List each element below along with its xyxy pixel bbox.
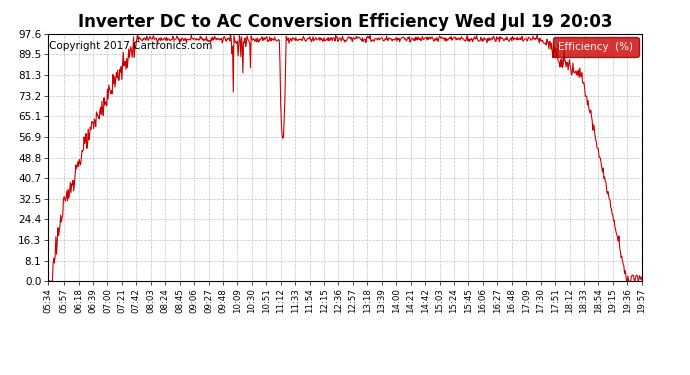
Title: Inverter DC to AC Conversion Efficiency Wed Jul 19 20:03: Inverter DC to AC Conversion Efficiency … [78, 13, 612, 31]
Legend: Efficiency  (%): Efficiency (%) [553, 37, 638, 57]
Text: Copyright 2017 Cartronics.com: Copyright 2017 Cartronics.com [50, 41, 213, 51]
